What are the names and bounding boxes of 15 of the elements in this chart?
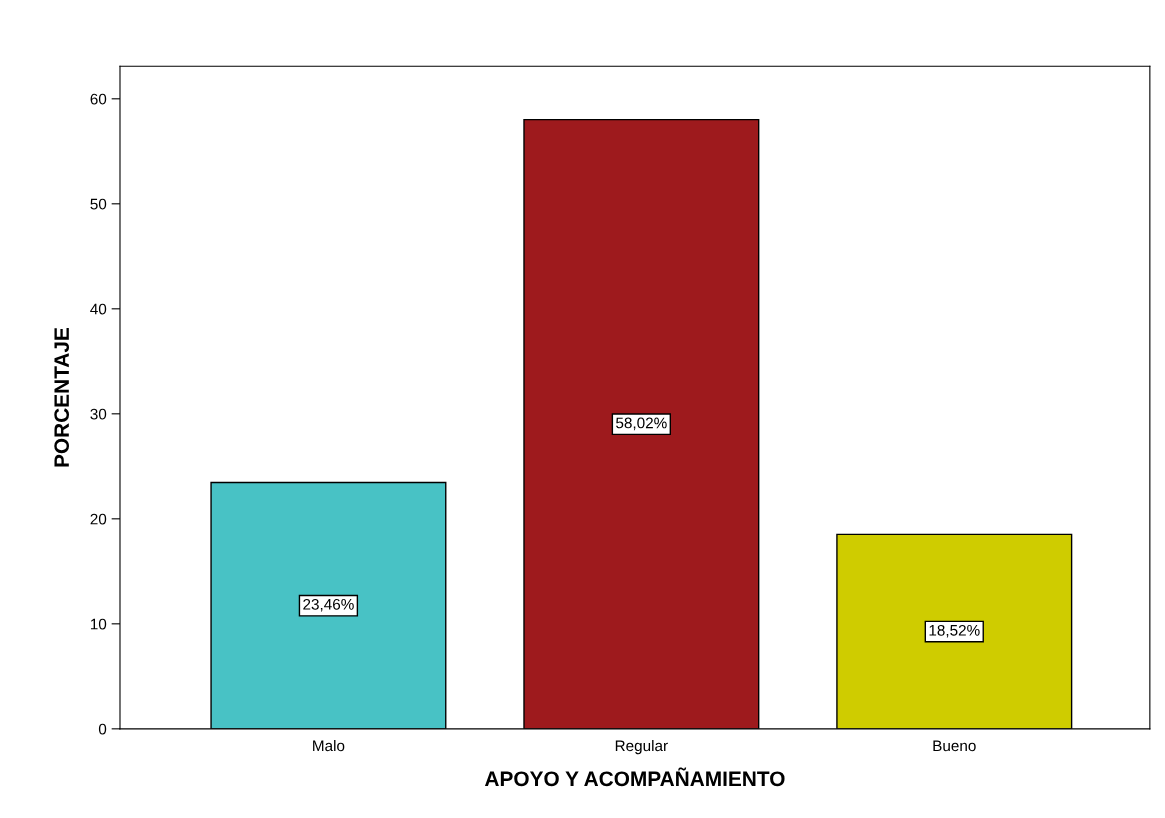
- data-label: 23,46%: [303, 598, 354, 612]
- y-tick-label: 20: [90, 513, 107, 525]
- y-tick-label: 10: [90, 618, 107, 630]
- x-tick-label: Bueno: [933, 740, 976, 752]
- data-label: 58,02%: [616, 417, 667, 431]
- y-tick-label: 40: [90, 303, 107, 315]
- y-tick-label: 0: [98, 723, 107, 735]
- x-tick-label: Regular: [615, 739, 668, 755]
- x-tick-label: Malo: [313, 739, 345, 752]
- y-axis-title: PORCENTAJE: [54, 327, 70, 467]
- data-label: 18,52%: [929, 624, 980, 638]
- y-tick-label: 50: [90, 198, 107, 210]
- x-axis-title: APOYO Y ACOMPAÑAMIENTO: [484, 767, 785, 787]
- y-tick-label: 30: [90, 408, 107, 420]
- y-tick-label: 60: [90, 93, 107, 105]
